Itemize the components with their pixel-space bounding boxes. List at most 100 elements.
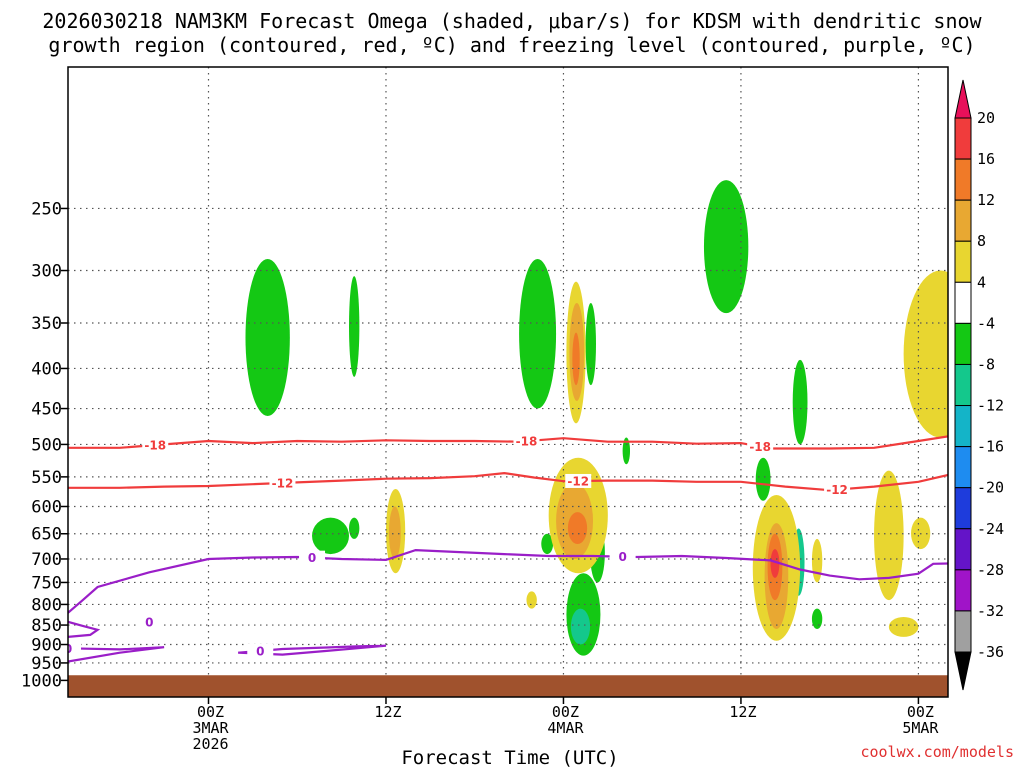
y-tick-label: 800	[31, 595, 62, 615]
x-tick-label: 12Z	[729, 703, 756, 721]
plot-frame	[67, 66, 949, 698]
dgz-contour-label: -12	[272, 477, 294, 491]
x-tick-label: 00Z	[907, 703, 934, 721]
y-tick-label: 1000	[21, 671, 62, 691]
freezing-contour-label-bg	[299, 550, 326, 565]
y-tick-label: 500	[31, 435, 62, 455]
omega-region	[245, 258, 290, 417]
colorbar-box	[954, 199, 972, 242]
plot-inner: -18 -18 -18 -12 -12 -12 0 0 0 0 0	[64, 67, 948, 697]
omega-region	[585, 302, 597, 386]
colorbar-box	[954, 117, 972, 160]
x-tick-label: 4MAR	[547, 719, 584, 737]
omega-region	[792, 359, 808, 445]
dgz-contour-label-bg	[824, 482, 851, 497]
colorbar-label: 8	[977, 232, 986, 250]
colorbar-label: -20	[977, 479, 1004, 497]
colorbar-label: -4	[977, 314, 995, 332]
y-tick-label: 250	[31, 199, 62, 219]
omega-region	[567, 512, 588, 545]
y-tick-label: 650	[31, 525, 62, 545]
freezing-contour-label-bg	[136, 614, 163, 629]
x-tick-label: 5MAR	[902, 719, 939, 737]
freezing-contour	[68, 646, 165, 663]
colorbar-label: 4	[977, 273, 986, 291]
freezing-contour-label: 0	[256, 644, 264, 658]
y-tick-label: 600	[31, 497, 62, 517]
colorbar-label: -32	[977, 602, 1004, 620]
colorbar-box	[954, 158, 972, 201]
credit-link[interactable]: coolwx.com/models	[860, 743, 1014, 761]
x-axis-label: Forecast Time (UTC)	[401, 747, 618, 768]
x-tick-label: 2026	[192, 735, 228, 753]
colorbar-bottom-triangle	[954, 651, 972, 691]
omega-region	[572, 332, 580, 386]
omega-region	[388, 506, 401, 559]
dgz-contour-label-bg	[565, 473, 592, 488]
colorbar-label: -8	[977, 355, 995, 373]
dgz-contour-label: -18	[144, 439, 166, 453]
y-tick-label: 900	[31, 636, 62, 656]
colorbar-label: -16	[977, 438, 1004, 456]
omega-region	[312, 517, 350, 555]
freezing-contour-label: 0	[64, 642, 72, 656]
dgz-contour-label-bg	[142, 438, 169, 453]
colorbar-box	[954, 281, 972, 324]
omega-region	[622, 437, 631, 465]
omega-region	[570, 608, 591, 645]
freezing-contour	[68, 548, 948, 614]
colorbar-box	[954, 405, 972, 448]
omega-region	[874, 470, 904, 601]
colorbar-box	[954, 322, 972, 365]
freezing-contour-label: 0	[145, 615, 153, 629]
dgz-contour	[68, 471, 948, 492]
freezing-contour	[238, 644, 387, 656]
freezing-contour-label-bg	[609, 549, 636, 564]
chart-title-line2: growth region (contoured, red, ºC) and f…	[48, 33, 975, 57]
freezing-contour	[68, 620, 101, 638]
omega-region	[541, 533, 554, 555]
colorbar-box	[954, 610, 972, 653]
colorbar: 20 16 12 8 4 -4 -8 -12 -16 -20 -24 -28 -32 -36	[954, 79, 1004, 691]
y-tick-label: 700	[31, 550, 62, 570]
y-tick-label: 550	[31, 468, 62, 488]
terrain-below-ground	[68, 675, 948, 697]
x-tick-label: 3MAR	[192, 719, 229, 737]
colorbar-label: -24	[977, 520, 1004, 538]
y-tick-label: 300	[31, 262, 62, 282]
y-tick-label: 950	[31, 654, 62, 674]
omega-region	[770, 549, 780, 578]
colorbar-box	[954, 569, 972, 612]
omega-region	[349, 276, 360, 377]
y-tick-label: 400	[31, 359, 62, 379]
dgz-contour-label: -18	[516, 435, 538, 449]
omega-region	[519, 258, 557, 409]
colorbar-label: 12	[977, 191, 995, 209]
x-tick-label: 00Z	[197, 703, 224, 721]
x-tick-label: 12Z	[374, 703, 401, 721]
y-tick-label: 450	[31, 400, 62, 420]
colorbar-box	[954, 363, 972, 407]
colorbar-label: -12	[977, 397, 1004, 415]
plot-area: -18 -18 -18 -12 -12 -12 0 0 0 0 0	[64, 67, 948, 697]
chart-title-line1: 2026030218 NAM3KM Forecast Omega (shaded…	[42, 9, 982, 33]
y-tick-label: 350	[31, 314, 62, 334]
dgz-contour-label-bg	[513, 434, 540, 449]
y-tick-label: 850	[31, 616, 62, 636]
freezing-contour-label: 0	[308, 551, 316, 565]
colorbar-box	[954, 487, 972, 530]
colorbar-box	[954, 528, 972, 571]
omega-region	[888, 616, 919, 637]
colorbar-box	[954, 446, 972, 489]
colorbar-box	[954, 240, 972, 283]
dgz-contour-label: -18	[749, 440, 771, 454]
omega-region	[526, 591, 537, 609]
omega-region	[349, 517, 360, 539]
omega-region	[811, 608, 823, 630]
freezing-contour-label: 0	[618, 550, 626, 564]
colorbar-label: -36	[977, 643, 1004, 661]
colorbar-label: 20	[977, 109, 995, 127]
dgz-contour-label: -12	[826, 483, 848, 497]
dgz-contour	[68, 435, 948, 450]
